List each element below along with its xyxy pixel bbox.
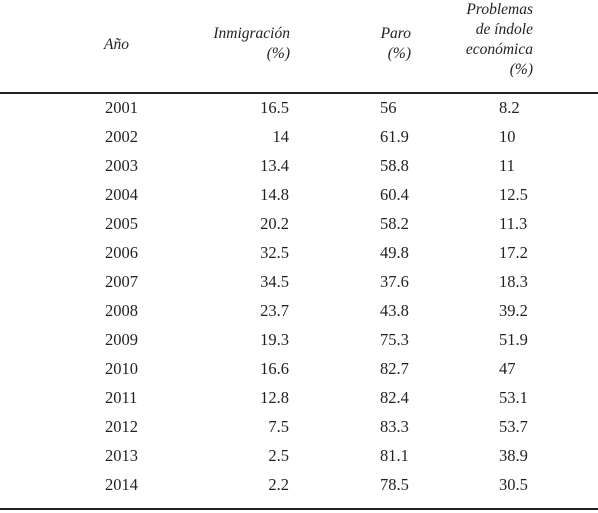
cell-paro: 49.8 [380,243,409,262]
header-problemas-line-3: económica [465,41,533,58]
cell-paro: 58.2 [380,214,409,233]
table-row: 2006 32.5 49.8 17.2 [0,239,598,268]
cell-inmigracion: 12.8 [260,388,289,407]
table-row: 2010 16.6 82.7 47 [0,355,598,384]
cell-problemas: 30.5 [499,475,528,494]
cell-problemas: 18.3 [499,272,528,291]
cell-problemas: 39.2 [499,301,528,320]
cell-problemas: 8.2 [499,98,520,117]
cell-paro: 78.5 [380,475,409,494]
table-row: 2009 19.3 75.3 51.9 [0,326,598,355]
table-row: 2011 12.8 82.4 53.1 [0,384,598,413]
cell-problemas: 38.9 [499,446,528,465]
header-problemas: Problemas de índole económica (%) [466,0,533,80]
cell-inmigracion: 7.5 [268,417,289,436]
table-row: 2014 2.2 78.5 30.5 [0,471,598,500]
table-row: 2013 2.5 81.1 38.9 [0,442,598,471]
cell-paro: 37.6 [380,272,409,291]
table-row: 2012 7.5 83.3 53.7 [0,413,598,442]
table-row: 2008 23.7 43.8 39.2 [0,297,598,326]
header-year: Año [104,35,129,55]
cell-year: 2014 [105,475,138,494]
cell-year: 2003 [105,156,138,175]
header-paro-line-1: Paro [380,25,411,42]
cell-problemas: 51.9 [499,330,528,349]
cell-problemas: 53.7 [499,417,528,436]
cell-inmigracion: 19.3 [260,330,289,349]
cell-year: 2012 [105,417,138,436]
cell-problemas: 47 [499,359,516,378]
header-inmigracion-line-1: Inmigración [213,25,290,42]
table-bottom-rule [0,508,598,510]
cell-problemas: 11 [499,156,515,175]
cell-year: 2004 [105,185,138,204]
cell-problemas: 53.1 [499,388,528,407]
cell-inmigracion: 23.7 [260,301,289,320]
header-inmigracion: Inmigración (%) [213,24,290,64]
cell-inmigracion: 32.5 [260,243,289,262]
cell-inmigracion: 14 [272,127,290,146]
cell-year: 2010 [105,359,138,378]
cell-year: 2001 [105,98,138,117]
table-top-rule [0,92,598,94]
cell-paro: 43.8 [380,301,409,320]
cell-paro: 61.9 [380,127,409,146]
cell-year: 2009 [105,330,138,349]
cell-inmigracion: 16.5 [260,98,289,117]
cell-inmigracion: 2.2 [268,475,289,494]
header-year-label: Año [104,36,129,53]
cell-year: 2013 [105,446,138,465]
cell-inmigracion: 34.5 [260,272,289,291]
cell-year: 2007 [105,272,138,291]
cell-year: 2011 [105,388,138,407]
table-header: Año Inmigración (%) Paro (%) Problemas d… [0,0,598,92]
header-problemas-line-4: (%) [509,61,533,78]
cell-paro: 60.4 [380,185,409,204]
cell-problemas: 12.5 [499,185,528,204]
cell-year: 2005 [105,214,138,233]
cell-paro: 58.8 [380,156,409,175]
table-row: 2004 14.8 60.4 12.5 [0,181,598,210]
cell-year: 2008 [105,301,138,320]
header-problemas-line-2: de índole [475,21,533,38]
table-row: 2005 20.2 58.2 11.3 [0,210,598,239]
cell-year: 2002 [105,127,138,146]
table-row: 2001 16.5 56 8.2 [0,94,598,123]
table-body: 2001 16.5 56 8.2 2002 14 61.9 10 2003 13… [0,94,598,500]
cell-paro: 75.3 [380,330,409,349]
header-paro-line-2: (%) [387,45,411,62]
header-inmigracion-line-2: (%) [266,45,290,62]
cell-paro: 82.7 [380,359,409,378]
cell-paro: 82.4 [380,388,409,407]
cell-problemas: 17.2 [499,243,528,262]
cell-paro: 83.3 [380,417,409,436]
table-row: 2007 34.5 37.6 18.3 [0,268,598,297]
header-paro: Paro (%) [381,24,411,64]
cell-inmigracion: 13.4 [260,156,289,175]
cell-problemas: 11.3 [499,214,528,233]
cell-inmigracion: 14.8 [260,185,289,204]
table-row: 2002 14 61.9 10 [0,123,598,152]
cell-inmigracion: 16.6 [260,359,289,378]
cell-inmigracion: 20.2 [260,214,289,233]
cell-paro: 56 [380,98,397,117]
header-problemas-line-1: Problemas [466,1,533,18]
cell-problemas: 10 [499,127,516,146]
cell-paro: 81.1 [380,446,409,465]
cell-inmigracion: 2.5 [268,446,289,465]
table-row: 2003 13.4 58.8 11 [0,152,598,181]
cell-year: 2006 [105,243,138,262]
